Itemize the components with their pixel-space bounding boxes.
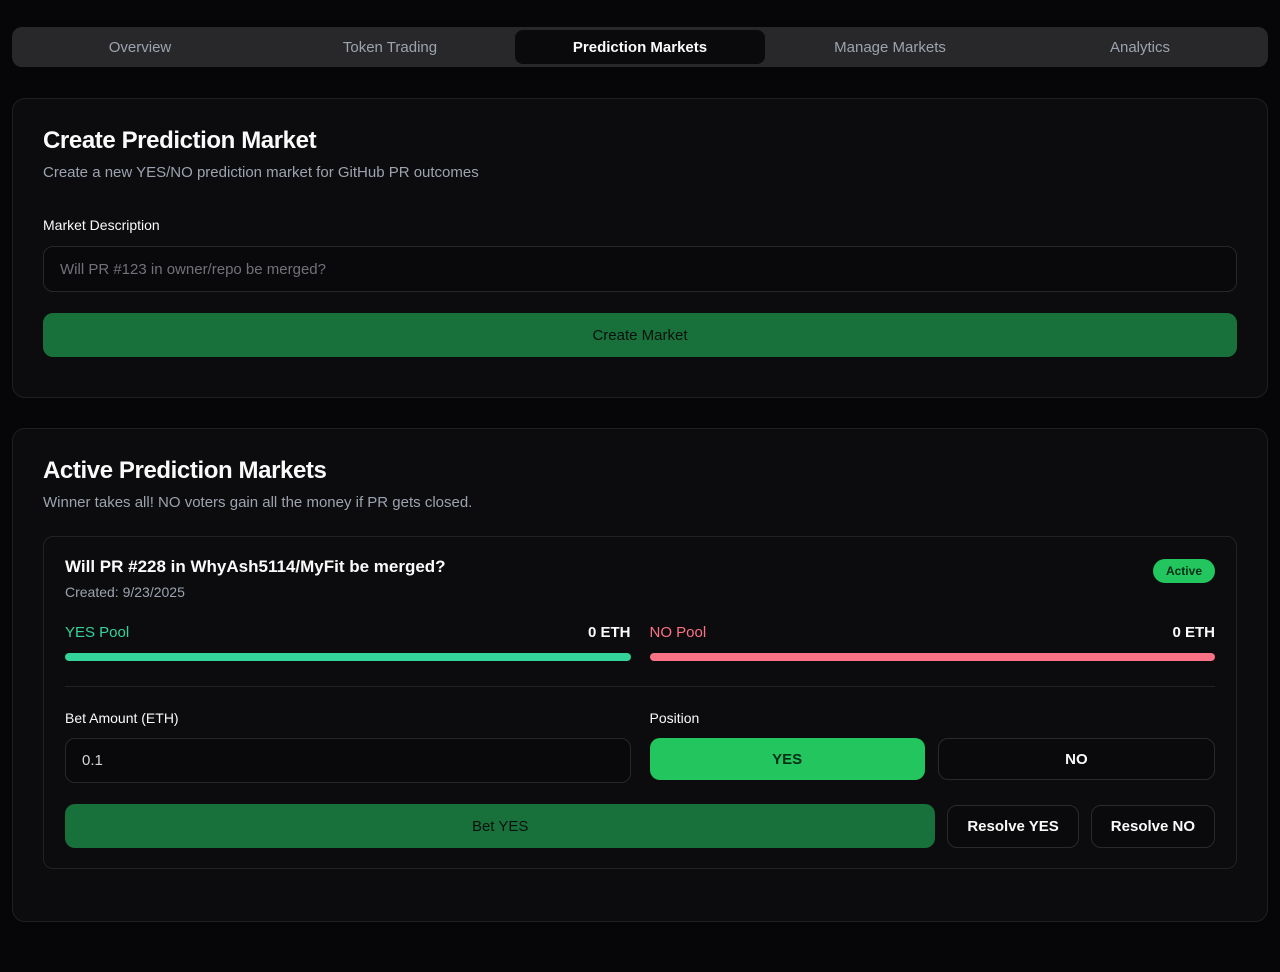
tab-prediction-markets[interactable]: Prediction Markets (515, 30, 765, 64)
yes-pool-value: 0 ETH (587, 624, 631, 641)
status-badge: Active (1152, 559, 1215, 583)
active-markets-subtitle: Winner takes all! NO voters gain all the… (43, 494, 473, 511)
active-markets-title: Active Prediction Markets (43, 457, 327, 484)
yes-pool-label: YES Pool (65, 624, 130, 641)
tab-overview[interactable]: Overview (108, 38, 172, 56)
tab-token-trading[interactable]: Token Trading (342, 38, 438, 56)
market-card: Will PR #228 in WhyAsh5114/MyFit be merg… (43, 536, 1237, 869)
tab-analytics[interactable]: Analytics (1109, 38, 1171, 56)
create-market-button[interactable]: Create Market (43, 313, 1237, 357)
position-group: Position YES NO (649, 710, 1215, 783)
bet-amount-input[interactable] (65, 738, 631, 783)
tab-manage-markets[interactable]: Manage Markets (834, 38, 946, 56)
market-question: Will PR #228 in WhyAsh5114/MyFit be merg… (65, 557, 446, 576)
position-no-button[interactable]: NO (937, 738, 1215, 780)
no-pool: NO Pool 0 ETH (649, 624, 1215, 661)
market-header-text: Will PR #228 in WhyAsh5114/MyFit be merg… (65, 557, 446, 600)
yes-pool: YES Pool 0 ETH (65, 624, 631, 661)
market-actions: Bet YES Resolve YES Resolve NO (65, 804, 1215, 848)
position-label: Position (649, 710, 700, 726)
market-created-date: Created: 9/23/2025 (65, 584, 185, 600)
main-tabbar: Overview Token Trading Prediction Market… (12, 27, 1268, 67)
no-pool-value: 0 ETH (1172, 624, 1215, 641)
bet-amount-label: Bet Amount (ETH) (65, 710, 179, 726)
bet-yes-button[interactable]: Bet YES (65, 804, 936, 848)
resolve-yes-button[interactable]: Resolve YES (947, 804, 1079, 848)
bet-amount-group: Bet Amount (ETH) (65, 710, 631, 783)
market-header: Will PR #228 in WhyAsh5114/MyFit be merg… (65, 557, 1215, 600)
create-market-card: Create Prediction Market Create a new YE… (12, 98, 1268, 398)
market-description-label: Market Description (43, 217, 160, 233)
active-markets-card: Active Prediction Markets Winner takes a… (12, 428, 1268, 922)
no-pool-label: NO Pool (649, 624, 707, 641)
no-pool-bar (649, 653, 1215, 661)
create-market-subtitle: Create a new YES/NO prediction market fo… (43, 164, 479, 181)
position-yes-button[interactable]: YES (649, 738, 925, 780)
create-market-title: Create Prediction Market (43, 127, 317, 154)
pools-section: YES Pool 0 ETH NO Pool 0 ETH (65, 624, 1215, 661)
market-description-input[interactable] (43, 246, 1237, 292)
bet-controls: Bet Amount (ETH) Position YES NO (65, 710, 1215, 783)
divider (65, 686, 1215, 687)
yes-pool-bar (65, 653, 631, 661)
resolve-no-button[interactable]: Resolve NO (1090, 804, 1215, 848)
